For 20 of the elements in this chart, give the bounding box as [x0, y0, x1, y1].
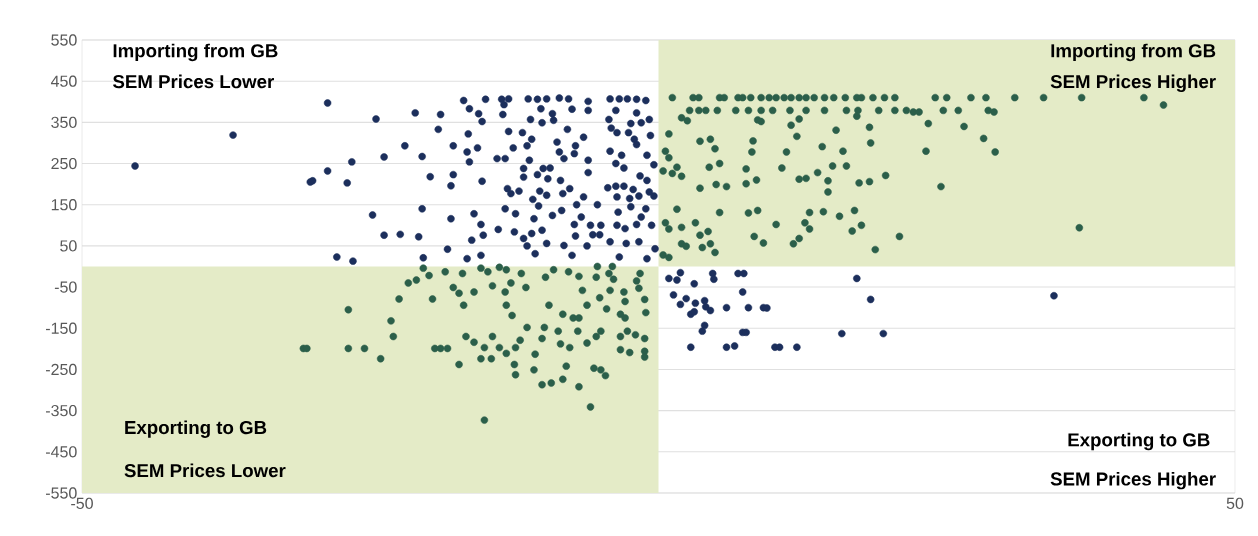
- annotation: Exporting to GB: [1068, 432, 1210, 451]
- annotation: Importing from GB: [113, 43, 278, 62]
- y-tick-label: -50: [54, 281, 77, 293]
- annotation: SEM Prices Higher: [1050, 471, 1216, 490]
- y-tick-label: -150: [45, 322, 77, 334]
- y-tick-label: -550: [45, 487, 77, 499]
- y-tick-label: 550: [51, 34, 77, 46]
- annotation: Exporting to GB: [125, 420, 267, 438]
- annotation: SEM Prices Lower: [112, 74, 274, 89]
- y-tick-label: -450: [45, 446, 77, 458]
- annotation: SEM Prices Lower: [124, 463, 286, 478]
- y-tick-label: 250: [51, 157, 77, 170]
- annotation: Importing from GB: [1051, 43, 1216, 62]
- y-tick-label: -350: [45, 404, 77, 417]
- annotation: SEM Prices Higher: [1050, 74, 1216, 93]
- y-tick-label: 150: [51, 199, 77, 211]
- y-tick-label: 350: [51, 116, 77, 129]
- y-tick-label: -250: [45, 363, 77, 376]
- y-tick-label: 50: [60, 240, 77, 252]
- y-tick-label: 450: [50, 75, 77, 87]
